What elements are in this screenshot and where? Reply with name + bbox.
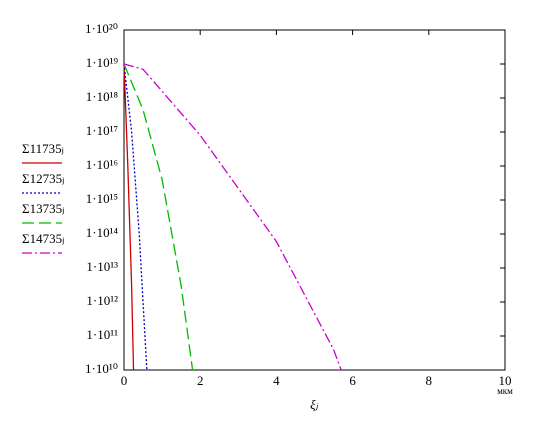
- y-tick-label: 1·10²⁰: [85, 21, 118, 36]
- series-line: [123, 63, 135, 371]
- series-line: [123, 63, 342, 371]
- legend-label: Σ13735ⱼ: [22, 201, 64, 216]
- y-tick-label: 1·10¹⁵: [86, 191, 118, 206]
- x-axis-label: ξⱼ: [310, 397, 319, 412]
- y-tick-label: 1·10¹⁰: [85, 361, 118, 376]
- legend-label: Σ14735ⱼ: [22, 231, 64, 246]
- series-line: [123, 63, 194, 371]
- x-tick-label: 8: [426, 373, 433, 388]
- plot-frame: [123, 29, 506, 371]
- legend-label: Σ11735ⱼ: [22, 141, 64, 156]
- y-tick-label: 1·10¹¹: [86, 327, 118, 342]
- x-tick-label: 0: [121, 373, 128, 388]
- x-tick-label: 2: [197, 373, 204, 388]
- x-tick-label: 10: [499, 373, 512, 388]
- legend-label: Σ12735ⱼ: [22, 171, 64, 186]
- y-tick-label: 1·10¹⁹: [86, 55, 119, 70]
- series-line: [123, 63, 148, 371]
- y-tick-label: 1·10¹⁶: [86, 157, 118, 172]
- y-tick-label: 1·10¹⁸: [86, 89, 119, 104]
- x-axis-unit: мкм: [497, 386, 513, 396]
- y-tick-label: 1·10¹⁷: [86, 123, 118, 138]
- x-tick-label: 6: [349, 373, 356, 388]
- y-tick-label: 1·10¹²: [86, 293, 118, 308]
- y-tick-label: 1·10¹⁴: [86, 225, 119, 240]
- y-tick-label: 1·10¹³: [86, 259, 118, 274]
- x-tick-label: 4: [273, 373, 280, 388]
